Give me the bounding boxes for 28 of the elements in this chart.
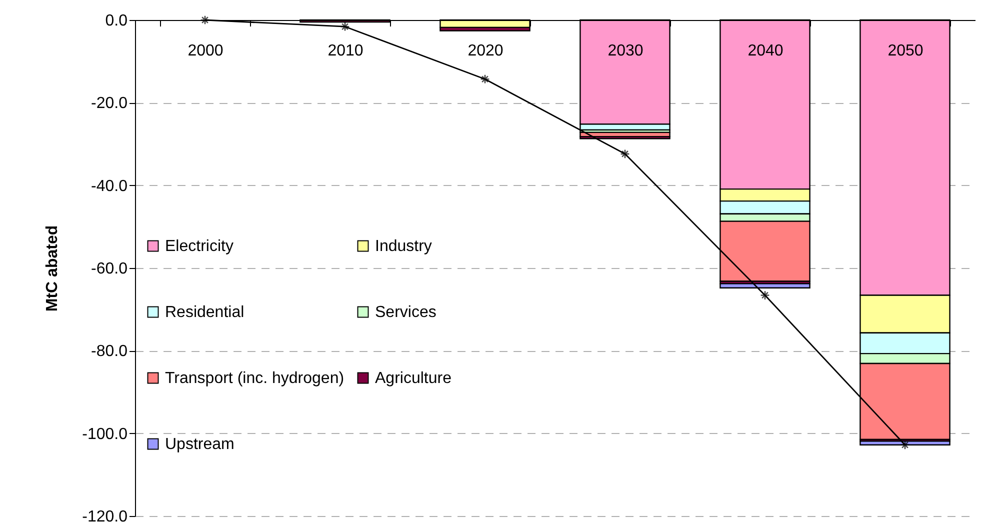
legend-label: Upstream [165, 436, 234, 453]
x-tick-label: 2010 [328, 42, 364, 60]
x-tick-label: 2050 [888, 42, 924, 60]
y-tick-label: 0.0 [105, 12, 128, 30]
y-tick-label: -40.0 [91, 178, 128, 195]
point [760, 290, 770, 300]
y-tick-label: -100.0 [82, 426, 128, 443]
x-tick-label: 2000 [188, 42, 224, 60]
x-tick-label: 2020 [468, 42, 504, 60]
legend-label: Agriculture [375, 370, 452, 387]
point [200, 15, 210, 25]
point [620, 149, 630, 159]
y-axis-title: MtC abated [44, 225, 62, 312]
y-tick-label: -20.0 [91, 95, 128, 112]
legend-label: Residential [165, 304, 244, 321]
x-tick-label: 2040 [748, 42, 784, 60]
y-tick-label: -80.0 [91, 343, 128, 360]
point [340, 22, 350, 32]
legend-label: Industry [375, 238, 432, 255]
legend-label: Electricity [165, 238, 234, 255]
point [480, 74, 490, 84]
y-tick-label: -120.0 [82, 508, 128, 525]
legend-label: Transport (inc. hydrogen) [165, 370, 344, 387]
legend-label: Services [375, 304, 436, 321]
x-tick-label: 2030 [608, 42, 644, 60]
y-tick-label: -60.0 [91, 260, 128, 278]
point [900, 440, 910, 450]
bar [720, 283, 810, 288]
